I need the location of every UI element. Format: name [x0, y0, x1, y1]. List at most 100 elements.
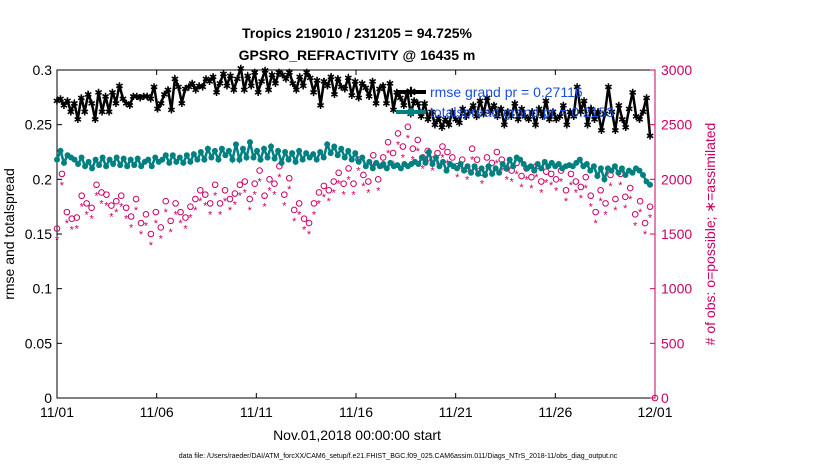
totalspread-point — [246, 139, 253, 146]
totalspread-point — [99, 154, 106, 161]
rmse-point: ✱ — [112, 99, 120, 110]
rmse-point: ✱ — [552, 115, 560, 126]
rmse-point: ✱ — [358, 79, 366, 90]
obs-possible-point — [360, 171, 367, 179]
obs-possible-point — [251, 180, 258, 188]
obs-possible-point — [592, 208, 599, 216]
totalspread-point — [215, 156, 222, 163]
rmse-point: ✱ — [237, 64, 245, 75]
rmse-point: ✱ — [642, 93, 650, 104]
rmse-point: ✱ — [441, 115, 449, 126]
obs-possible-point — [602, 200, 609, 207]
obs-assimilated-point: * — [287, 184, 292, 196]
rmse-point: ✱ — [341, 85, 349, 96]
left-y-tick-label: 0.3 — [33, 62, 53, 78]
left-y-tick-label: 0.1 — [33, 281, 53, 297]
legend-spread-label: totalspread grand pr = 0.2153 — [430, 104, 614, 120]
rmse-point: ✱ — [518, 104, 526, 115]
rmse-point: ✱ — [559, 101, 567, 112]
totalspread-point — [454, 165, 461, 172]
rmse-point: ✱ — [105, 108, 113, 119]
obs-possible-point — [340, 180, 347, 188]
obs-possible-point — [226, 195, 234, 203]
rmse-point: ✱ — [524, 115, 532, 126]
obs-assimilated-point: * — [524, 174, 529, 186]
obs-possible-point — [231, 190, 239, 197]
rmse-point: ✱ — [178, 99, 186, 110]
obs-assimilated-point: * — [60, 180, 65, 192]
obs-possible-point — [122, 204, 130, 212]
obs-assimilated-point: * — [584, 183, 589, 195]
totalspread-point — [510, 163, 517, 170]
rmse-point: ✱ — [150, 82, 158, 93]
obs-assimilated-point: * — [70, 225, 75, 237]
rmse-point: ✱ — [171, 75, 179, 86]
totalspread-point — [282, 149, 289, 155]
totalspread-point — [345, 147, 352, 154]
obs-possible-point — [365, 178, 372, 185]
rmse-point: ✱ — [469, 101, 477, 112]
totalspread-point — [261, 145, 268, 152]
totalspread-point — [264, 154, 271, 161]
rmse-point: ✱ — [302, 68, 310, 79]
obs-assimilated-point: * — [228, 205, 233, 217]
rmse-point: ✱ — [545, 115, 553, 126]
totalspread-point — [61, 159, 68, 166]
obs-assimilated-point: * — [421, 163, 426, 175]
totalspread-point — [348, 156, 355, 163]
obs-assimilated-point: * — [267, 185, 272, 197]
obs-possible-point — [113, 197, 120, 205]
rmse-point: ✱ — [611, 126, 619, 137]
obs-assimilated-point: * — [109, 212, 114, 224]
rmse-point: ✱ — [424, 115, 432, 126]
obs-assimilated-point: * — [505, 174, 510, 186]
rmse-point: ✱ — [417, 112, 425, 123]
rmse-point: ✱ — [361, 83, 369, 94]
totalspread-point — [222, 152, 229, 159]
left-y-tick-label: 0.05 — [25, 335, 52, 351]
obs-assimilated-point: * — [559, 177, 564, 189]
rmse-point: ✱ — [278, 70, 286, 81]
rmse-point: ✱ — [594, 108, 602, 119]
totalspread-point — [292, 158, 299, 165]
obs-possible-point — [132, 195, 140, 203]
obs-possible-point — [162, 197, 170, 205]
obs-assimilated-point: * — [307, 229, 312, 241]
rmse-point: ✱ — [462, 112, 470, 123]
rmse-point: ✱ — [514, 115, 522, 126]
rmse-point: ✱ — [244, 71, 252, 82]
obs-assimilated-point: * — [164, 207, 169, 219]
obs-assimilated-point: * — [638, 207, 643, 219]
totalspread-point — [250, 154, 257, 161]
rmse-point: ✱ — [240, 86, 248, 97]
totalspread-point — [380, 161, 387, 168]
rmse-point: ✱ — [448, 108, 456, 119]
obs-assimilated-point: * — [114, 207, 119, 219]
totalspread-point — [615, 169, 622, 176]
rmse-point: ✱ — [334, 75, 342, 86]
obs-assimilated-point: * — [341, 190, 346, 202]
obs-assimilated-point: * — [633, 220, 638, 232]
obs-possible-point — [53, 225, 61, 232]
obs-possible-point — [641, 219, 649, 227]
rmse-point: ✱ — [91, 115, 99, 126]
rmse-point: ✱ — [337, 82, 345, 93]
rmse-point: ✱ — [101, 92, 109, 103]
rmse-point: ✱ — [427, 108, 435, 119]
totalspread-point — [499, 161, 506, 168]
rmse-point: ✱ — [87, 99, 95, 110]
totalspread-point — [362, 163, 369, 170]
rmse-point: ✱ — [583, 121, 591, 132]
obs-assimilated-point: * — [262, 202, 267, 214]
obs-assimilated-point: * — [603, 209, 608, 221]
rmse-point: ✱ — [386, 79, 394, 90]
rmse-point: ✱ — [254, 88, 262, 99]
obs-possible-point — [483, 154, 491, 161]
totalspread-point — [432, 154, 439, 161]
rmse-point: ✱ — [212, 88, 220, 99]
obs-assimilated-point: * — [223, 196, 228, 208]
rmse-point: ✱ — [205, 77, 213, 88]
obs-possible-point — [221, 186, 229, 194]
obs-assimilated-point: * — [495, 158, 500, 170]
right-y-tick-label: 3000 — [661, 62, 692, 78]
